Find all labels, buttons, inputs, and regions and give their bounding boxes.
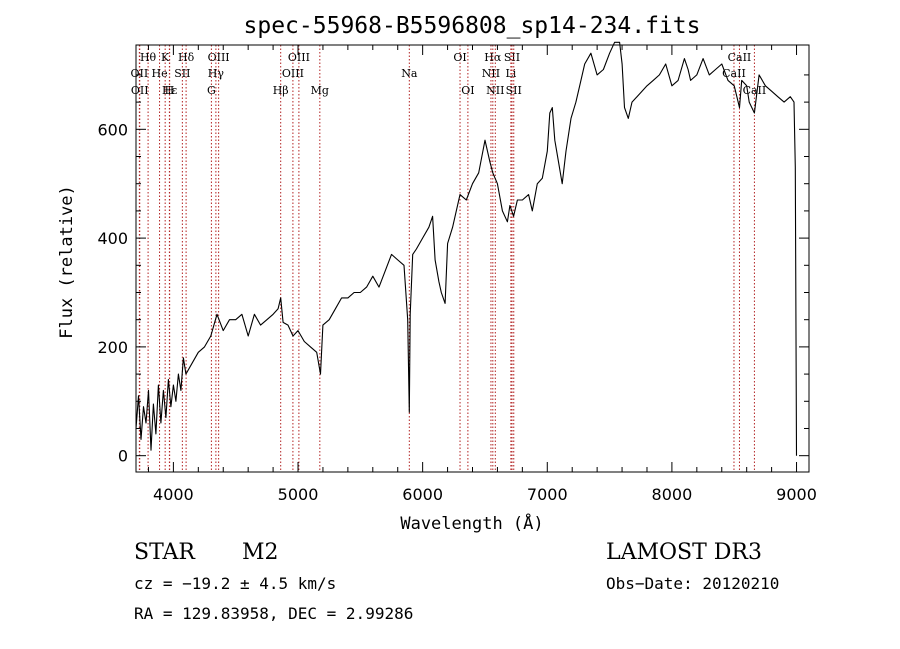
spectrum-line bbox=[135, 41, 798, 456]
y-axis-label: Flux (relative) bbox=[57, 185, 77, 339]
line-label-hδ: Hδ bbox=[178, 51, 195, 64]
x-tick-label: 4000 bbox=[153, 485, 194, 504]
line-label-hθ: Hθ bbox=[140, 51, 157, 64]
line-label-sii: SII bbox=[506, 84, 522, 97]
line-label-oii: OII bbox=[131, 84, 149, 97]
redshift-velocity: cz = −19.2 ± 4.5 km/s bbox=[134, 574, 337, 593]
x-tick-label: 7000 bbox=[527, 485, 568, 504]
line-label-nii: NII bbox=[486, 84, 504, 97]
line-label-h: H bbox=[165, 84, 175, 97]
ra-dec-coordinates: RA = 129.83958, DEC = 2.99286 bbox=[134, 604, 414, 623]
x-tick-label: 6000 bbox=[402, 485, 443, 504]
line-label-caii: CaII bbox=[728, 51, 752, 64]
y-tick-label: 600 bbox=[97, 120, 128, 139]
line-label-oiii: OIII bbox=[282, 67, 304, 80]
spectral-line-markers: HθKHδOIIIOIIIOIHαSIICaIIOIIHeSIIHγOIIINa… bbox=[131, 45, 767, 472]
object-subclass: M2 bbox=[242, 540, 279, 565]
line-label-hα: Hα bbox=[484, 51, 502, 64]
y-tick-label: 0 bbox=[118, 447, 128, 466]
spectrum-series bbox=[135, 41, 798, 456]
x-axis-label: Wavelength (Å) bbox=[400, 512, 543, 534]
plot-axes: 4000 5000 6000 7000 8000 9000 0 200 400 600 bbox=[97, 44, 817, 504]
x-tick-label: 5000 bbox=[278, 485, 319, 504]
y-tick-label: 400 bbox=[97, 229, 128, 248]
line-label-sii: SII bbox=[504, 51, 520, 64]
line-label-sii: SII bbox=[174, 67, 190, 80]
line-label-nii: NII bbox=[482, 67, 500, 80]
line-label-oi: OI bbox=[461, 84, 474, 97]
line-label-li: Li bbox=[505, 67, 516, 80]
x-tick-label: 8000 bbox=[652, 485, 693, 504]
line-label-oiii: OIII bbox=[208, 51, 230, 64]
line-label-k: K bbox=[161, 51, 170, 64]
line-label-hγ: Hγ bbox=[208, 67, 225, 80]
line-label-caii: CaII bbox=[722, 67, 746, 80]
y-tick-label: 200 bbox=[97, 338, 128, 357]
line-label-he: He bbox=[152, 67, 168, 80]
line-label-oiii: OIII bbox=[288, 51, 310, 64]
line-label-oi: OI bbox=[453, 51, 466, 64]
line-label-mg: Mg bbox=[311, 84, 329, 97]
line-label-caii: CaII bbox=[743, 84, 767, 97]
line-label-g: G bbox=[207, 84, 216, 97]
x-tick-label: 9000 bbox=[776, 485, 817, 504]
observation-date: Obs−Date: 20120210 bbox=[606, 574, 780, 593]
object-class: STAR bbox=[134, 540, 195, 565]
line-label-hβ: Hβ bbox=[273, 84, 289, 97]
chart-title: spec-55968-B5596808_sp14-234.fits bbox=[244, 13, 701, 39]
survey-name: LAMOST DR3 bbox=[606, 540, 762, 565]
line-label-na: Na bbox=[401, 67, 418, 80]
plot-frame bbox=[135, 44, 810, 473]
